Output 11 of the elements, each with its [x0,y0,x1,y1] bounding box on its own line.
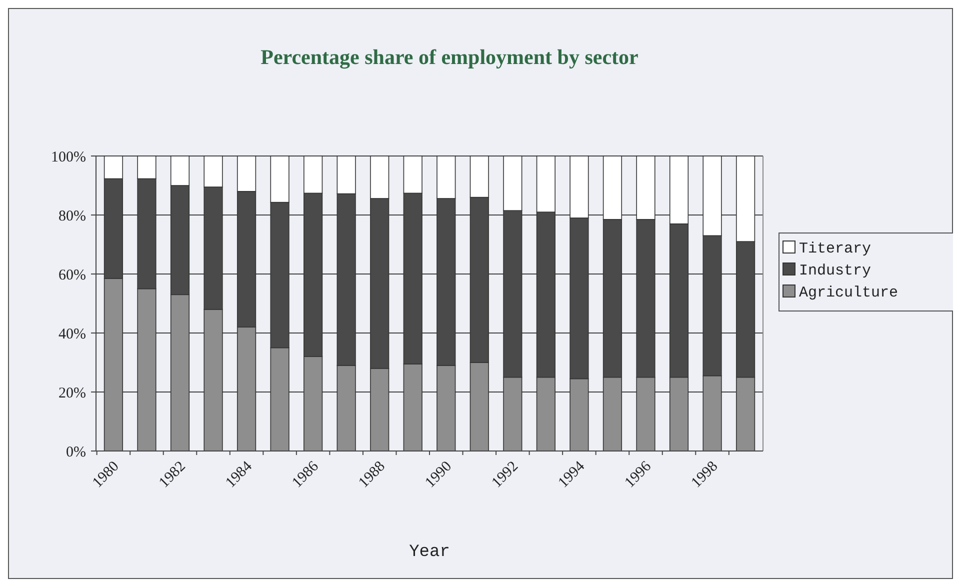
x-axis-title: Year [409,543,450,562]
y-tick-label: 100% [51,149,86,166]
y-tick-label: 80% [58,208,86,224]
y-tick-label: 60% [58,267,86,284]
legend-label: Titerary [799,240,872,258]
y-tick-label: 0% [66,444,86,460]
y-tick-label: 40% [58,326,86,342]
y-tick-label: 20% [58,385,86,402]
legend-label: Industry [799,262,872,280]
chart-title: Percentage share of employment by sector [260,45,638,69]
legend-label: Agriculture [799,284,898,302]
